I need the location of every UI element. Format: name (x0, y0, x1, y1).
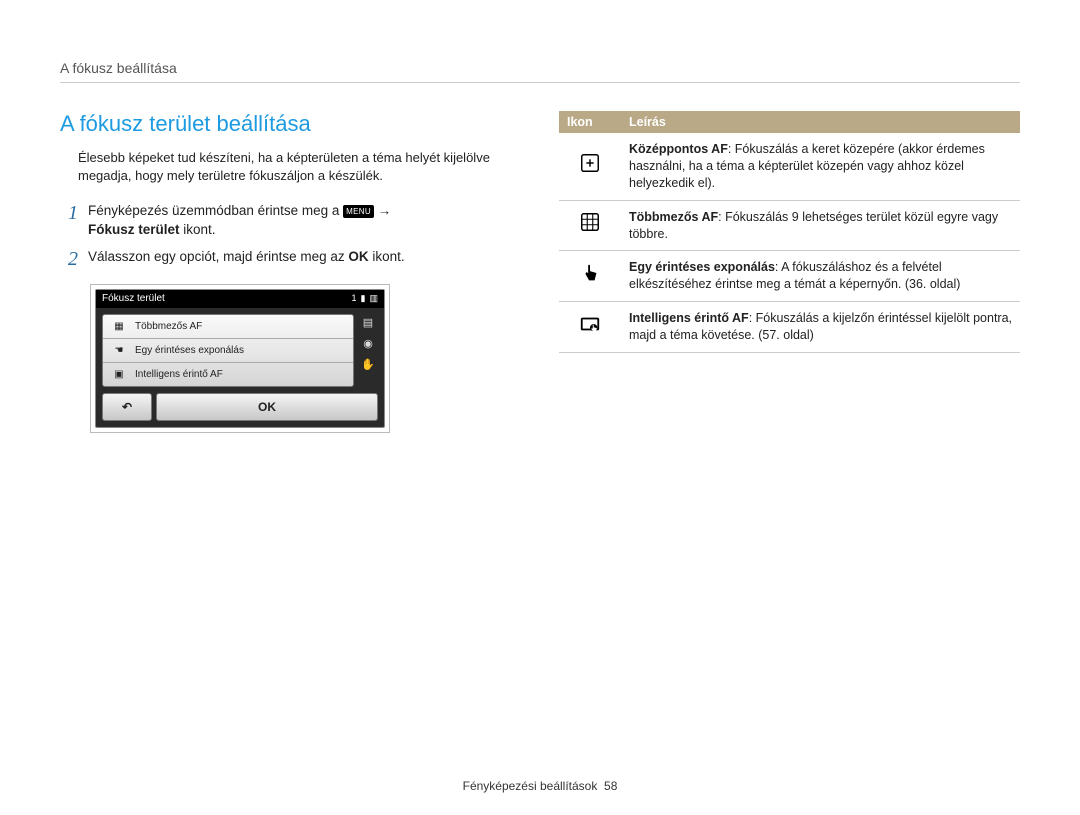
step-number: 2 (60, 248, 78, 270)
back-icon: ↶ (122, 400, 132, 414)
smart-touch-icon: ▣ (111, 369, 127, 380)
list-item[interactable]: ▣ Intelligens érintő AF (103, 363, 353, 386)
step-number: 1 (60, 202, 78, 224)
menu-icon: MENU (343, 205, 374, 218)
table-row: Középpontos AF: Fókuszálás a keret közep… (559, 133, 1020, 200)
footer-label: Fényképezési beállítások (463, 779, 598, 793)
right-column: Ikon Leírás Középpontos AF: Fókuszálás a… (559, 111, 1020, 433)
left-column: A fókusz terület beállítása Élesebb képe… (60, 111, 521, 433)
arrow-icon: → (378, 203, 392, 218)
list-item-label: Többmezős AF (135, 321, 202, 332)
footer-page-number: 58 (604, 779, 617, 793)
intro-paragraph: Élesebb képeket tud készíteni, ha a képt… (60, 149, 521, 184)
counter: 1 (352, 293, 357, 303)
back-button[interactable]: ↶ (102, 393, 152, 421)
side-icon: ✋ (361, 358, 375, 371)
option-list: ▦ Többmezős AF ☚ Egy érintéses exponálás… (102, 314, 354, 387)
ok-button-label: OK (258, 400, 276, 414)
side-icon: ▤ (363, 316, 373, 329)
side-icon: ◉ (363, 337, 373, 350)
table-row: Intelligens érintő AF: Fókuszálás a kije… (559, 302, 1020, 353)
th-icon: Ikon (559, 111, 621, 133)
step-1: 1 Fényképezés üzemmódban érintse meg a M… (60, 202, 521, 240)
touch-icon: ☚ (111, 345, 127, 356)
th-desc: Leírás (621, 111, 1020, 133)
step-2: 2 Válasszon egy opciót, majd érintse meg… (60, 248, 521, 270)
smart-touch-af-icon (559, 302, 621, 353)
grid-icon: ▦ (111, 321, 127, 332)
td-desc: Intelligens érintő AF: Fókuszálás a kije… (621, 302, 1020, 353)
row-title: Középpontos AF (629, 142, 728, 156)
list-item[interactable]: ☚ Egy érintéses exponálás (103, 339, 353, 363)
step-2-text-b: ikont. (372, 249, 404, 264)
list-item-label: Intelligens érintő AF (135, 369, 223, 380)
list-item-label: Egy érintéses exponálás (135, 345, 244, 356)
icon-description-table: Ikon Leírás Középpontos AF: Fókuszálás a… (559, 111, 1020, 353)
one-touch-icon (559, 251, 621, 302)
td-desc: Többmezős AF: Fókuszálás 9 lehetséges te… (621, 200, 1020, 251)
row-title: Többmezős AF (629, 210, 718, 224)
list-item[interactable]: ▦ Többmezős AF (103, 315, 353, 339)
embedded-screenshot: Fókusz terület 1 ▮ ▥ ▦ Többmezős AF (90, 284, 390, 433)
table-row: Többmezős AF: Fókuszálás 9 lehetséges te… (559, 200, 1020, 251)
running-head: A fókusz beállítása (60, 60, 1020, 83)
screenshot-title: Fókusz terület (102, 293, 165, 304)
side-icon-strip: ▤ ◉ ✋ (358, 314, 378, 387)
td-desc: Egy érintéses exponálás: A fókuszáláshoz… (621, 251, 1020, 302)
step-1-strong: Fókusz terület (88, 222, 180, 237)
ok-icon: OK (348, 249, 368, 264)
page-footer: Fényképezési beállítások 58 (0, 779, 1080, 793)
center-af-icon (559, 133, 621, 200)
step-1-text-a: Fényképezés üzemmódban érintse meg a (88, 203, 343, 218)
step-1-text-b: ikont. (180, 222, 216, 237)
step-2-text-a: Válasszon egy opciót, majd érintse meg a… (88, 249, 348, 264)
multi-af-icon (559, 200, 621, 251)
row-title: Egy érintéses exponálás (629, 260, 775, 274)
td-desc: Középpontos AF: Fókuszálás a keret közep… (621, 133, 1020, 200)
table-row: Egy érintéses exponálás: A fókuszáláshoz… (559, 251, 1020, 302)
section-title: A fókusz terület beállítása (60, 111, 521, 137)
row-title: Intelligens érintő AF (629, 311, 749, 325)
ok-button[interactable]: OK (156, 393, 378, 421)
storage-icon: ▮ (361, 293, 366, 304)
battery-icon: ▥ (369, 293, 378, 304)
